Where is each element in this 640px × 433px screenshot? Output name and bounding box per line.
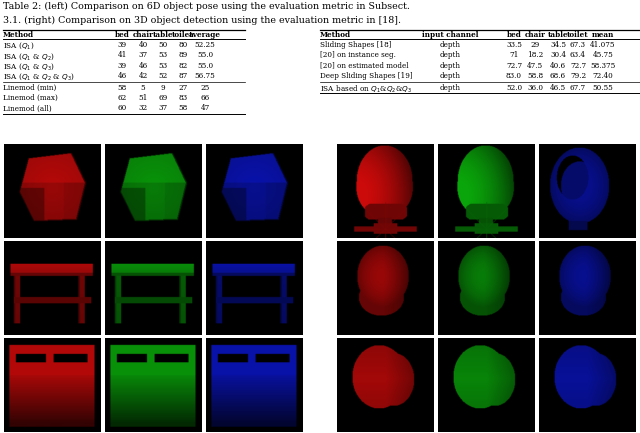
Text: 36.0: 36.0: [527, 84, 543, 92]
Text: 30.4: 30.4: [550, 51, 566, 59]
Text: 53: 53: [159, 51, 168, 59]
Text: 58.375: 58.375: [590, 61, 616, 70]
Text: 52.25: 52.25: [195, 41, 216, 49]
Text: Linemod (max): Linemod (max): [3, 94, 58, 102]
Text: 18.2: 18.2: [527, 51, 543, 59]
Text: Sliding Shapes [18]: Sliding Shapes [18]: [320, 41, 392, 49]
Text: ISA ($Q_1$ & $Q_3$): ISA ($Q_1$ & $Q_3$): [3, 61, 55, 72]
Text: Linemod (all): Linemod (all): [3, 104, 52, 113]
Text: 53: 53: [159, 61, 168, 70]
Text: 55.0: 55.0: [197, 61, 213, 70]
Text: 37: 37: [138, 51, 148, 59]
Text: 83.0: 83.0: [506, 72, 522, 80]
Text: 60: 60: [117, 104, 127, 113]
Text: 41: 41: [117, 51, 127, 59]
Text: 33.5: 33.5: [506, 41, 522, 49]
Text: 37: 37: [159, 104, 168, 113]
Text: 67.3: 67.3: [570, 41, 586, 49]
Text: ISA ($Q_1$ & $Q_2$): ISA ($Q_1$ & $Q_2$): [3, 51, 55, 61]
Text: bed: bed: [115, 31, 129, 39]
Text: 42: 42: [138, 72, 148, 80]
Text: toilet: toilet: [567, 31, 589, 39]
Text: average: average: [189, 31, 221, 39]
Text: 69: 69: [158, 94, 168, 102]
Text: 47.5: 47.5: [527, 61, 543, 70]
Text: 68.6: 68.6: [550, 72, 566, 80]
Text: ISA ($Q_1$ & $Q_2$ & $Q_3$): ISA ($Q_1$ & $Q_2$ & $Q_3$): [3, 72, 75, 82]
Text: 71: 71: [509, 51, 518, 59]
Text: 82: 82: [179, 61, 188, 70]
Text: [20] on instance seg.: [20] on instance seg.: [320, 51, 396, 59]
Text: Linemod (min): Linemod (min): [3, 84, 56, 92]
Text: depth: depth: [440, 51, 461, 59]
Text: 51: 51: [138, 94, 148, 102]
Text: 25: 25: [200, 84, 210, 92]
Text: 32: 32: [138, 104, 148, 113]
Text: 41.075: 41.075: [590, 41, 616, 49]
Text: 39: 39: [117, 61, 127, 70]
Text: Deep Sliding Shapes [19]: Deep Sliding Shapes [19]: [320, 72, 413, 80]
Text: 46: 46: [117, 72, 127, 80]
Text: 5: 5: [141, 84, 145, 92]
Text: mean: mean: [592, 31, 614, 39]
Text: 52.0: 52.0: [506, 84, 522, 92]
Text: 9: 9: [161, 84, 165, 92]
Text: 40.6: 40.6: [550, 61, 566, 70]
Text: 50.55: 50.55: [593, 84, 613, 92]
Text: 47: 47: [200, 104, 210, 113]
Text: table: table: [153, 31, 173, 39]
Text: table: table: [548, 31, 568, 39]
Text: 67.7: 67.7: [570, 84, 586, 92]
Text: 58: 58: [117, 84, 127, 92]
Text: 40: 40: [138, 41, 148, 49]
Text: depth: depth: [440, 84, 461, 92]
Text: 72.40: 72.40: [593, 72, 613, 80]
Text: 58.8: 58.8: [527, 72, 543, 80]
Text: toilet: toilet: [172, 31, 194, 39]
Text: chair: chair: [132, 31, 154, 39]
Text: chair: chair: [525, 31, 545, 39]
Text: 80: 80: [179, 41, 188, 49]
Text: ISA ($Q_1$): ISA ($Q_1$): [3, 41, 35, 51]
Text: depth: depth: [440, 61, 461, 70]
Text: 39: 39: [117, 41, 127, 49]
Text: input channel: input channel: [422, 31, 478, 39]
Text: 83: 83: [179, 94, 188, 102]
Text: 27: 27: [179, 84, 188, 92]
Text: 55.0: 55.0: [197, 51, 213, 59]
Text: 45.75: 45.75: [593, 51, 613, 59]
Text: 72.7: 72.7: [570, 61, 586, 70]
Text: 87: 87: [179, 72, 188, 80]
Text: 52: 52: [158, 72, 168, 80]
Text: 50: 50: [158, 41, 168, 49]
Text: depth: depth: [440, 72, 461, 80]
Text: depth: depth: [440, 41, 461, 49]
Text: 3.1. (right) Comparison on 3D object detection using the evaluation metric in [1: 3.1. (right) Comparison on 3D object det…: [3, 16, 401, 25]
Text: 58: 58: [179, 104, 188, 113]
Text: bed: bed: [507, 31, 522, 39]
Text: Method: Method: [3, 31, 34, 39]
Text: 63.4: 63.4: [570, 51, 586, 59]
Text: 34.5: 34.5: [550, 41, 566, 49]
Text: [20] on estimated model: [20] on estimated model: [320, 61, 408, 70]
Text: 66: 66: [200, 94, 210, 102]
Text: 89: 89: [179, 51, 188, 59]
Text: 46.5: 46.5: [550, 84, 566, 92]
Text: 79.2: 79.2: [570, 72, 586, 80]
Text: ISA based on $Q_1$&$Q_2$&$Q_3$: ISA based on $Q_1$&$Q_2$&$Q_3$: [320, 84, 412, 95]
Text: 72.7: 72.7: [506, 61, 522, 70]
Text: Method: Method: [320, 31, 351, 39]
Text: 62: 62: [117, 94, 127, 102]
Text: 29: 29: [531, 41, 540, 49]
Text: 46: 46: [138, 61, 148, 70]
Text: 56.75: 56.75: [195, 72, 216, 80]
Text: Table 2: (left) Comparison on 6D object pose using the evaluation metric in Subs: Table 2: (left) Comparison on 6D object …: [3, 2, 410, 11]
